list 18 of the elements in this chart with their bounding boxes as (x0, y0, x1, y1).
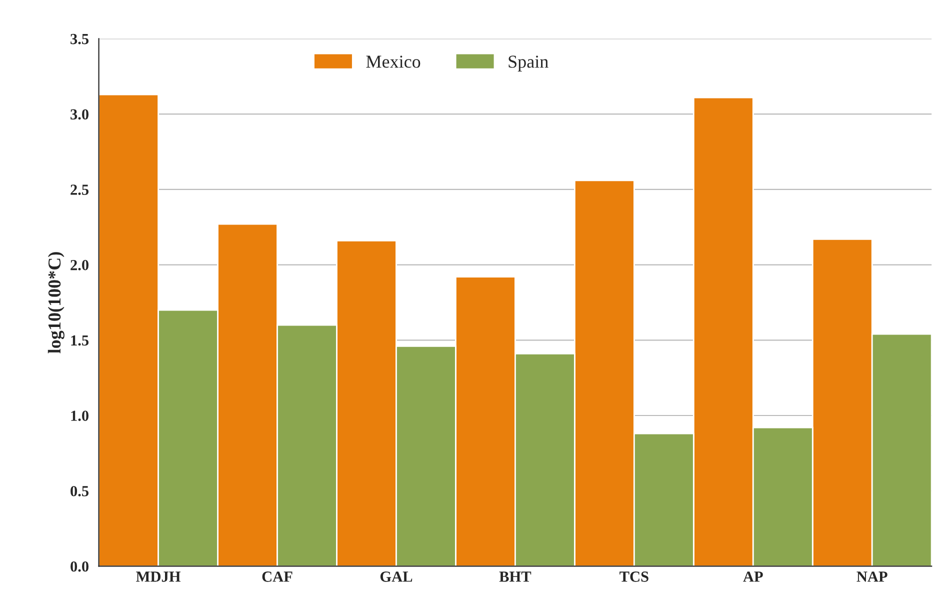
y-tick-label: 2.0 (70, 260, 88, 270)
x-tick-label: GAL (380, 572, 412, 582)
x-tick-label: MDJH (136, 572, 181, 582)
legend-label: Spain (508, 56, 548, 72)
x-tick-label: BHT (499, 572, 532, 582)
x-tick-label: CAF (262, 572, 292, 582)
y-axis-title: log10(100*C) (48, 252, 64, 354)
x-tick-label: AP (743, 572, 763, 582)
y-tick-label: 3.0 (70, 109, 88, 120)
y-tick-label: 0.0 (70, 561, 88, 572)
legend-label: Mexico (366, 56, 420, 68)
y-tick-label: 1.5 (71, 335, 89, 346)
x-tick-label: TCS (620, 572, 648, 582)
y-tick-label: 3.5 (70, 34, 89, 44)
y-tick-label: 0.5 (70, 486, 89, 496)
x-tick-label: NAP (856, 572, 888, 582)
y-tick-label: 1.0 (71, 410, 88, 422)
y-tick-label: 2.5 (70, 184, 89, 195)
